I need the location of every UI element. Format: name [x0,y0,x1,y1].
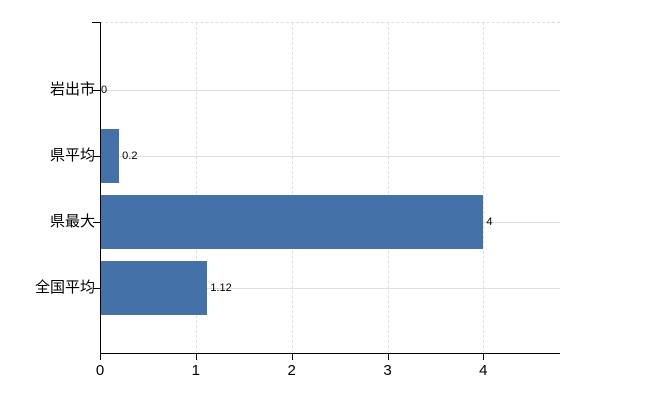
bar-value-label: 4 [486,216,493,228]
y-axis-line [100,22,101,353]
plot-top-border [100,22,560,23]
bar-value-label: 1.12 [210,282,232,294]
bar-4 [100,261,208,315]
horizontal-gridline [100,156,560,157]
y-axis-tick [93,288,100,289]
x-axis-tick [100,353,101,360]
y-axis-end-tick [92,22,100,23]
category-label: 県最大 [49,213,95,230]
y-axis-tick [93,156,100,157]
bar-value-label: 0.2 [122,150,138,162]
x-axis-tick-label: 3 [383,362,392,379]
x-axis-tick [195,353,197,360]
x-axis-tick [387,353,389,360]
vertical-gridline [195,22,197,353]
x-axis-tick-label: 0 [95,362,105,379]
bar-value-label: 0 [101,84,108,96]
bar-3 [100,195,484,249]
vertical-gridline [291,22,293,353]
horizontal-gridline [100,90,560,91]
x-axis-tick [483,353,485,360]
horizontal-gridline [100,288,560,289]
vertical-gridline [387,22,389,353]
x-axis-tick-label: 1 [191,362,200,379]
category-label: 岩出市 [49,81,95,98]
x-axis-tick [291,353,293,360]
category-label: 全国平均 [34,279,95,296]
category-label: 県平均 [49,147,95,164]
bar-2 [100,129,120,183]
vertical-gridline [483,22,485,353]
y-axis-tick [93,222,100,223]
x-axis-tick-label: 2 [287,362,296,379]
y-axis-tick [93,90,100,91]
x-axis-line [100,353,560,354]
x-axis-tick-label: 4 [479,362,488,379]
